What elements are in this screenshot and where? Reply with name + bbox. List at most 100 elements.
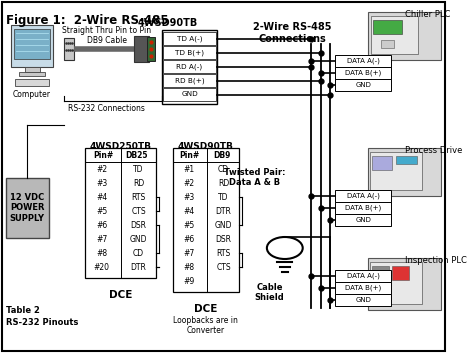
Bar	[85, 148, 155, 278]
Bar	[396, 156, 417, 164]
Text: 4WSD250TB: 4WSD250TB	[89, 142, 151, 151]
Text: Twisted Pair:
Data A & B: Twisted Pair: Data A & B	[224, 168, 285, 187]
Text: 4WSD90TB: 4WSD90TB	[138, 18, 198, 28]
Text: #2: #2	[183, 179, 194, 187]
Bar	[335, 190, 392, 202]
Text: Chiller PLC: Chiller PLC	[405, 10, 450, 19]
Text: CTS: CTS	[131, 207, 146, 215]
Bar	[335, 67, 392, 79]
Bar	[173, 148, 238, 292]
Text: RD: RD	[218, 179, 229, 187]
Text: CTS: CTS	[216, 263, 231, 271]
Text: GND: GND	[355, 297, 371, 303]
Bar	[163, 46, 216, 59]
Bar	[370, 152, 421, 190]
Bar	[162, 30, 217, 104]
Text: GND: GND	[215, 221, 232, 229]
Text: #5: #5	[183, 221, 194, 229]
Text: #7: #7	[183, 249, 194, 257]
Text: #9: #9	[183, 276, 194, 286]
Text: DATA A(-): DATA A(-)	[346, 273, 380, 279]
Text: DATA A(-): DATA A(-)	[346, 193, 380, 199]
Text: DB25: DB25	[126, 150, 148, 160]
Bar	[368, 12, 441, 60]
Text: #6: #6	[183, 234, 194, 244]
Text: #3: #3	[183, 192, 194, 202]
Text: Computer: Computer	[13, 90, 51, 99]
Text: #5: #5	[96, 207, 108, 215]
Text: DTR: DTR	[131, 263, 146, 271]
Bar	[335, 270, 392, 282]
Text: GND: GND	[181, 91, 198, 97]
Bar	[372, 266, 389, 280]
Bar	[335, 79, 392, 91]
Text: 4WSD90TB: 4WSD90TB	[178, 142, 234, 151]
Text: RTS: RTS	[216, 249, 231, 257]
Bar	[147, 37, 155, 61]
Bar	[335, 214, 392, 226]
Bar	[381, 40, 394, 48]
Text: RD B(+): RD B(+)	[175, 77, 204, 84]
Text: #1: #1	[183, 164, 194, 174]
Text: RD A(-): RD A(-)	[176, 63, 202, 70]
Text: DSR: DSR	[131, 221, 146, 229]
Bar	[163, 74, 216, 87]
Text: #20: #20	[94, 263, 110, 271]
Bar	[134, 36, 149, 62]
Text: DATA B(+): DATA B(+)	[345, 70, 381, 76]
Text: CD: CD	[218, 164, 229, 174]
Bar	[372, 156, 392, 170]
Bar	[15, 79, 49, 86]
Bar	[368, 258, 441, 310]
Bar	[6, 178, 49, 238]
Text: DATA B(+): DATA B(+)	[345, 285, 381, 291]
Text: #2: #2	[96, 164, 108, 174]
Bar	[163, 32, 216, 45]
Text: TD B(+): TD B(+)	[175, 49, 204, 56]
Bar	[163, 88, 216, 101]
Text: TD A(-): TD A(-)	[177, 35, 202, 42]
Bar	[25, 67, 40, 72]
Text: CD: CD	[133, 249, 144, 257]
Text: #7: #7	[96, 234, 108, 244]
Text: DSR: DSR	[216, 234, 231, 244]
Text: Pin#: Pin#	[93, 150, 114, 160]
Bar	[370, 262, 421, 304]
Text: #6: #6	[96, 221, 108, 229]
Text: DATA B(+): DATA B(+)	[345, 205, 381, 211]
Bar	[374, 20, 402, 34]
Text: DB9: DB9	[213, 150, 230, 160]
Text: GND: GND	[355, 217, 371, 223]
Bar	[335, 294, 392, 306]
Text: Loopbacks are in
Converter: Loopbacks are in Converter	[173, 316, 238, 335]
Bar	[368, 148, 441, 196]
Bar	[335, 282, 392, 294]
Bar	[335, 55, 392, 67]
Text: GND: GND	[355, 82, 371, 88]
Bar	[392, 266, 409, 280]
Bar	[371, 16, 418, 54]
Text: #3: #3	[96, 179, 108, 187]
Bar	[163, 60, 216, 73]
Text: Inspection PLC: Inspection PLC	[405, 256, 466, 265]
Text: TD: TD	[218, 192, 229, 202]
Text: DATA A(-): DATA A(-)	[346, 58, 380, 64]
Bar	[14, 29, 50, 59]
Text: 12 VDC
POWER
SUPPLY: 12 VDC POWER SUPPLY	[10, 193, 45, 223]
Text: #4: #4	[96, 192, 108, 202]
Text: GND: GND	[130, 234, 147, 244]
Text: #8: #8	[183, 263, 194, 271]
Text: RD: RD	[133, 179, 144, 187]
Bar	[19, 72, 45, 76]
Text: RS-232 Connections: RS-232 Connections	[68, 104, 145, 113]
Text: Figure 1:  2-Wire RS-485: Figure 1: 2-Wire RS-485	[6, 14, 168, 27]
Text: RTS: RTS	[131, 192, 146, 202]
Text: Pin#: Pin#	[180, 150, 200, 160]
Text: 2-Wire RS-485
Connections: 2-Wire RS-485 Connections	[253, 22, 332, 44]
Text: Straight Thru Pin to Pin
DB9 Cable: Straight Thru Pin to Pin DB9 Cable	[62, 26, 151, 46]
Text: #4: #4	[183, 207, 194, 215]
Text: Process Drive: Process Drive	[405, 146, 462, 155]
Text: RS-232 Pinouts: RS-232 Pinouts	[6, 318, 78, 327]
Bar	[335, 202, 392, 214]
Bar	[11, 25, 53, 67]
